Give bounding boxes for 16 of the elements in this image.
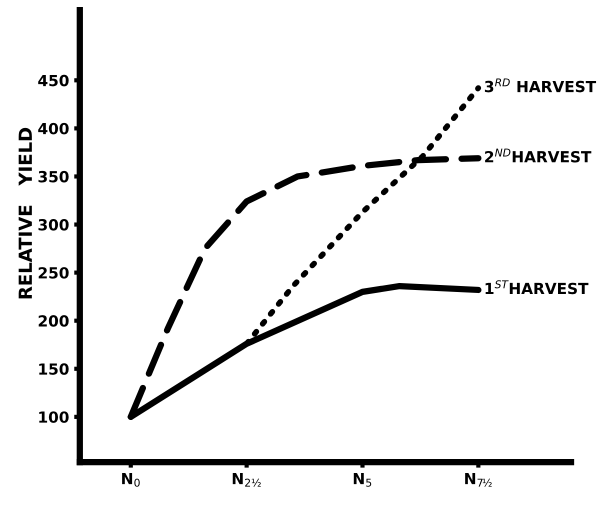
y-axis-title: RELATIVE YIELD <box>18 128 32 298</box>
series-label: 2$^{ND}$HARVEST <box>485 148 592 163</box>
y-tick-label: 150 <box>39 363 69 375</box>
y-tick-label: 400 <box>38 122 69 134</box>
series-label: 1$^{ST}$HARVEST <box>486 280 588 294</box>
x-tick-label: N$_{5}$ <box>354 472 372 487</box>
y-tick-label: 250 <box>38 267 69 279</box>
y-tick-label: 300 <box>38 219 69 231</box>
y-tick-label: 100 <box>39 411 69 423</box>
x-tick-label: N$_{0}$ <box>122 472 140 487</box>
y-tick-label: 350 <box>38 170 69 182</box>
y-tick-label: 200 <box>38 315 69 327</box>
x-tick-label: N$_{7½}$ <box>465 472 492 487</box>
series-label: 3$^{RD}$ HARVEST <box>484 78 596 92</box>
y-tick-label: 450 <box>38 74 69 86</box>
x-tick-label: N$_{2½}$ <box>232 472 261 487</box>
